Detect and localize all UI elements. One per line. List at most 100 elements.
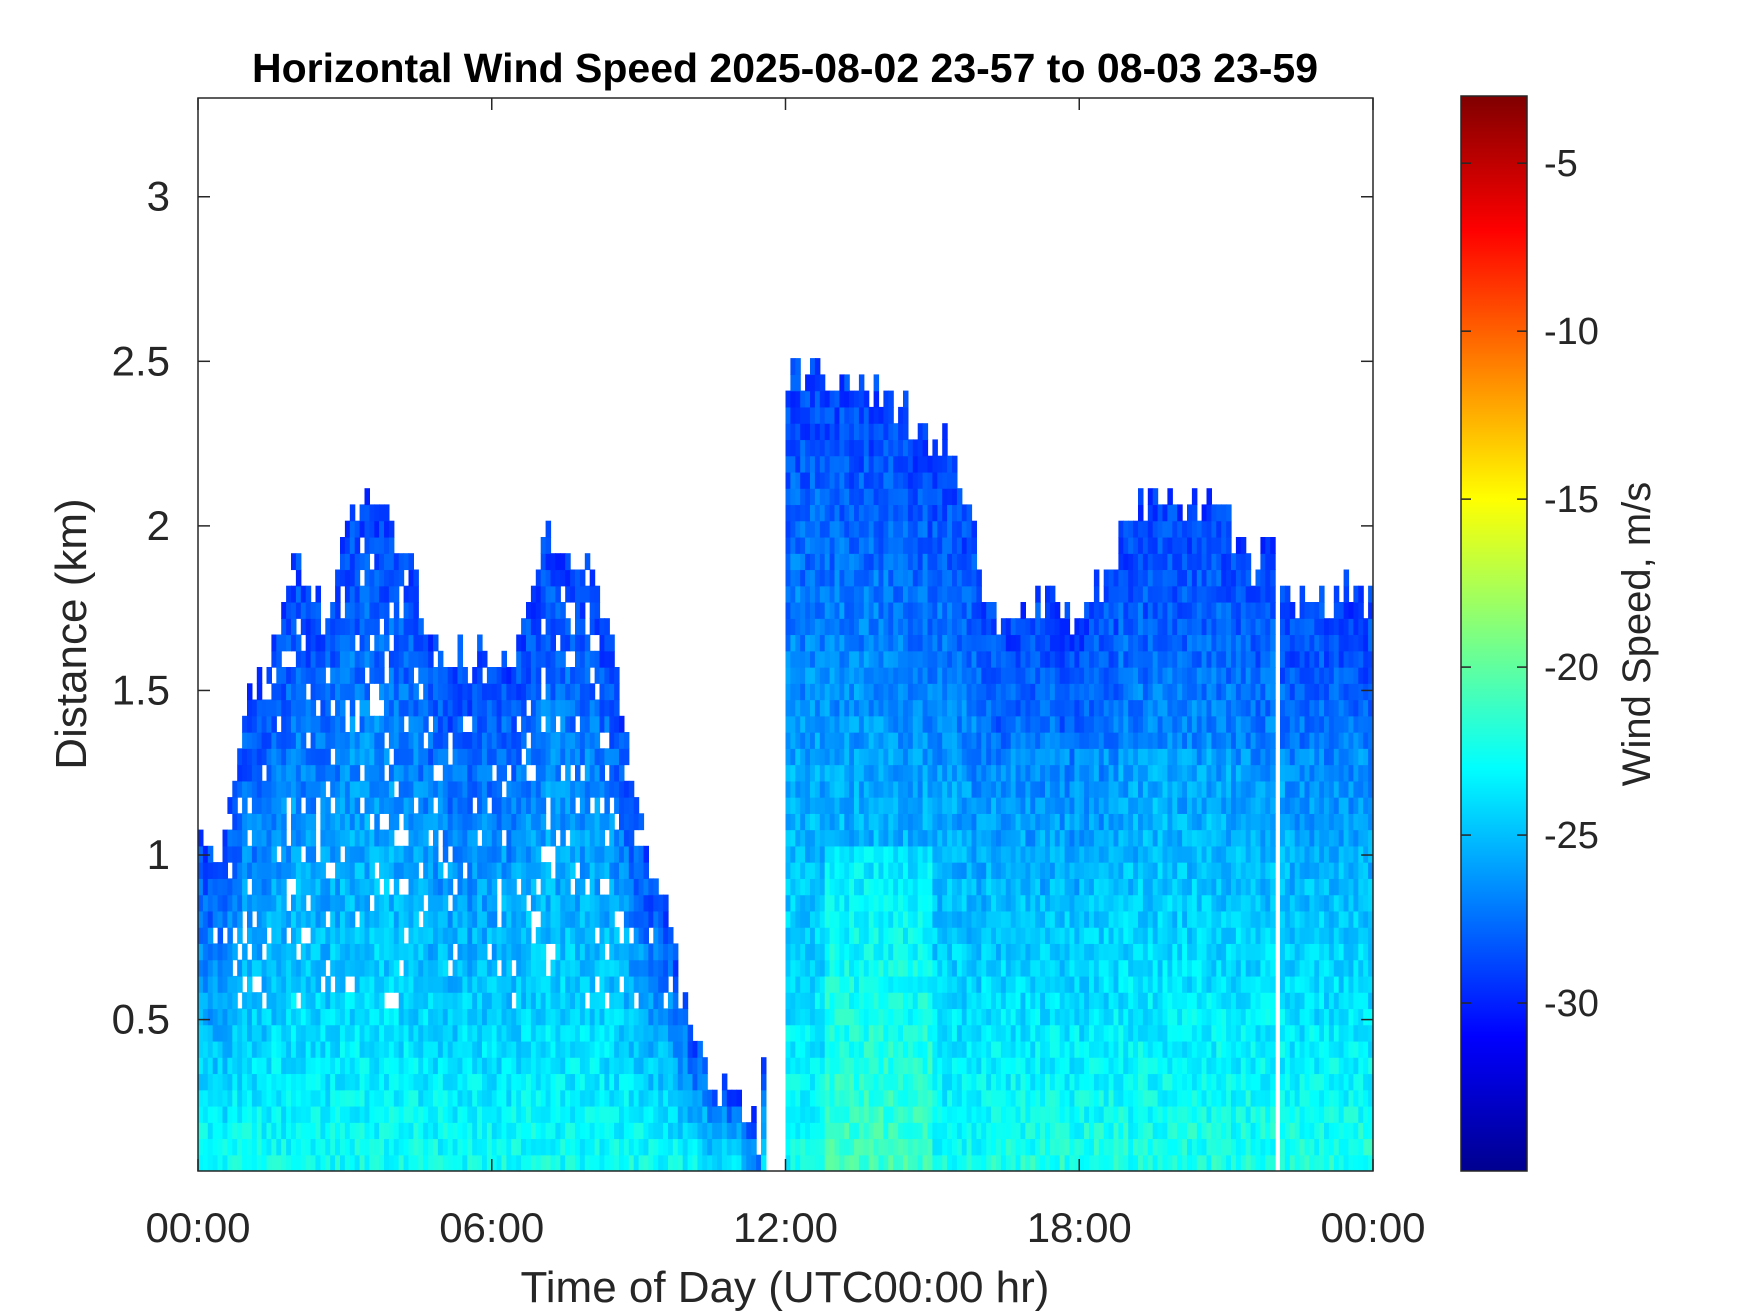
heatmap-cell bbox=[614, 1138, 620, 1156]
heatmap-cell bbox=[947, 764, 953, 782]
heatmap-cell bbox=[971, 537, 977, 554]
heatmap-cell bbox=[369, 1106, 375, 1123]
heatmap-cell bbox=[393, 797, 400, 814]
heatmap-cell bbox=[942, 813, 948, 831]
heatmap-cell bbox=[883, 634, 889, 652]
heatmap-cell bbox=[858, 439, 865, 457]
heatmap-cell bbox=[535, 975, 542, 993]
heatmap-cell bbox=[403, 910, 410, 928]
heatmap-cell bbox=[942, 1089, 948, 1107]
heatmap-cell bbox=[472, 1057, 478, 1075]
heatmap-cell bbox=[976, 715, 982, 733]
heatmap-cell bbox=[849, 748, 855, 766]
heatmap-cell bbox=[599, 634, 605, 652]
heatmap-cell bbox=[956, 537, 963, 554]
heatmap-cell bbox=[403, 1008, 410, 1026]
heatmap-cell bbox=[305, 618, 312, 636]
heatmap-cell bbox=[638, 878, 645, 896]
heatmap-cell bbox=[912, 1122, 919, 1140]
heatmap-cell bbox=[222, 1154, 228, 1171]
heatmap-cell bbox=[423, 634, 429, 652]
heatmap-cell bbox=[579, 927, 586, 944]
heatmap-cell bbox=[305, 1138, 312, 1156]
heatmap-cell bbox=[315, 1073, 321, 1091]
heatmap-cell bbox=[202, 927, 209, 944]
heatmap-cell bbox=[653, 910, 659, 928]
heatmap-cell bbox=[261, 1089, 268, 1107]
heatmap-cell bbox=[844, 780, 850, 798]
heatmap-cell bbox=[589, 780, 596, 798]
heatmap-cell bbox=[898, 553, 904, 571]
heatmap-cell bbox=[839, 1106, 845, 1123]
heatmap-cell bbox=[814, 732, 821, 749]
heatmap-cell bbox=[614, 959, 620, 977]
heatmap-cell bbox=[604, 1057, 610, 1075]
heatmap-cell bbox=[379, 569, 385, 587]
heatmap-cell bbox=[761, 1138, 767, 1156]
heatmap-cell bbox=[878, 650, 884, 668]
heatmap-cell bbox=[300, 780, 307, 798]
heatmap-cell bbox=[570, 1057, 576, 1075]
heatmap-cell bbox=[550, 1154, 556, 1171]
heatmap-cell bbox=[521, 894, 527, 912]
heatmap-cell bbox=[295, 553, 302, 571]
heatmap-cell bbox=[340, 732, 346, 749]
heatmap-cell bbox=[433, 1122, 439, 1140]
heatmap-cell bbox=[271, 715, 277, 733]
heatmap-cell bbox=[932, 894, 938, 912]
heatmap-cell bbox=[785, 927, 791, 944]
heatmap-cell bbox=[971, 618, 977, 636]
heatmap-cell bbox=[878, 894, 884, 912]
heatmap-cell bbox=[922, 1122, 929, 1140]
heatmap-cell bbox=[868, 1024, 875, 1042]
heatmap-cell bbox=[349, 943, 356, 961]
heatmap-cell bbox=[952, 845, 958, 863]
heatmap-cell bbox=[868, 797, 875, 814]
heatmap-cell bbox=[932, 667, 938, 684]
heatmap-cell bbox=[854, 829, 860, 847]
heatmap-cell bbox=[452, 1154, 459, 1171]
heatmap-cell bbox=[540, 634, 547, 652]
heatmap-cell bbox=[330, 1122, 336, 1140]
heatmap-cell bbox=[300, 1089, 307, 1107]
heatmap-cell bbox=[854, 471, 860, 489]
heatmap-cell bbox=[281, 634, 287, 652]
heatmap-cell bbox=[526, 1122, 532, 1140]
heatmap-cell bbox=[956, 715, 963, 733]
heatmap-cell bbox=[604, 1024, 610, 1042]
heatmap-cell bbox=[222, 1040, 228, 1058]
heatmap-cell bbox=[457, 845, 463, 863]
heatmap-cell bbox=[340, 667, 346, 684]
heatmap-cell bbox=[942, 634, 948, 652]
heatmap-cell bbox=[956, 764, 963, 782]
heatmap-cell bbox=[589, 813, 596, 831]
heatmap-cell bbox=[433, 1089, 439, 1107]
heatmap-cell bbox=[516, 1024, 522, 1042]
heatmap-cell bbox=[286, 780, 292, 798]
heatmap-cell bbox=[359, 732, 366, 749]
heatmap-cell bbox=[619, 1073, 625, 1091]
heatmap-cell bbox=[501, 1073, 507, 1091]
heatmap-cell bbox=[579, 943, 586, 961]
heatmap-cell bbox=[251, 943, 258, 961]
heatmap-cell bbox=[521, 683, 527, 701]
heatmap-cell bbox=[814, 813, 821, 831]
heatmap-cell bbox=[976, 910, 982, 928]
heatmap-cell bbox=[408, 569, 414, 587]
heatmap-cell bbox=[491, 829, 498, 847]
heatmap-cell bbox=[658, 894, 664, 912]
heatmap-cell bbox=[570, 943, 576, 961]
heatmap-cell bbox=[501, 1138, 507, 1156]
heatmap-cell bbox=[364, 1154, 370, 1171]
heatmap-cell bbox=[535, 569, 542, 587]
heatmap-cell bbox=[952, 797, 958, 814]
heatmap-cell bbox=[854, 618, 860, 636]
heatmap-cell bbox=[878, 1073, 884, 1091]
heatmap-cell bbox=[530, 618, 537, 636]
heatmap-cell bbox=[437, 748, 444, 766]
heatmap-cell bbox=[741, 1122, 747, 1140]
heatmap-cell bbox=[349, 1024, 356, 1042]
heatmap-cell bbox=[858, 585, 865, 603]
heatmap-cell bbox=[379, 537, 385, 554]
heatmap-cell bbox=[300, 959, 307, 977]
